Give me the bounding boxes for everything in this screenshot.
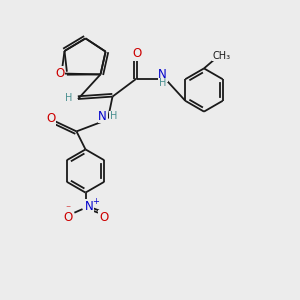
Text: O: O (99, 211, 108, 224)
Text: O: O (46, 112, 56, 125)
Text: ⁻: ⁻ (66, 205, 71, 215)
Text: O: O (64, 211, 73, 224)
Text: N: N (98, 110, 107, 123)
Text: H: H (110, 111, 117, 121)
Text: N: N (85, 200, 94, 213)
Text: O: O (56, 67, 64, 80)
Text: +: + (92, 197, 99, 206)
Text: O: O (133, 47, 142, 60)
Text: N: N (158, 68, 167, 81)
Text: H: H (159, 78, 166, 88)
Text: H: H (65, 93, 73, 103)
Text: CH₃: CH₃ (213, 51, 231, 61)
